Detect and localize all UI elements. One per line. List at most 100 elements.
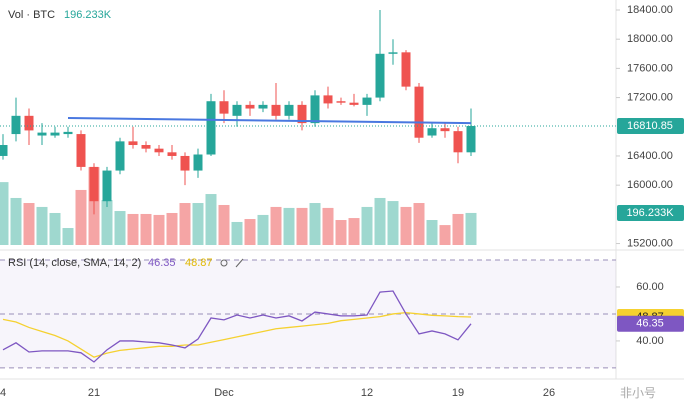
- volume-bar: [348, 218, 360, 245]
- volume-bar: [413, 203, 425, 245]
- volume-bar: [140, 213, 152, 245]
- volume-bar: [361, 206, 373, 245]
- candle-body: [63, 131, 73, 135]
- volume-bar: [283, 207, 295, 245]
- candle-body: [219, 101, 229, 114]
- y-tick-label: 16000.00: [627, 179, 673, 191]
- rsi-title: RSI (14, close, SMA, 14, 2): [8, 257, 141, 269]
- volume-bar: [166, 212, 178, 245]
- candle-body: [310, 95, 320, 124]
- rsi-line: [2, 290, 472, 363]
- volume-bar: [62, 228, 74, 245]
- volume-bar: [374, 197, 386, 245]
- candle-body: [232, 104, 242, 116]
- candle-body: [453, 131, 463, 153]
- volume-bar: [335, 220, 347, 245]
- volume-value: 196.233K: [64, 9, 112, 21]
- volume-bar: [244, 219, 256, 245]
- candle-body: [375, 53, 385, 98]
- x-tick-label: 19: [452, 387, 464, 399]
- x-tick-label: 21: [88, 387, 100, 399]
- volume-bar: [465, 212, 477, 245]
- volume-bar: [10, 197, 22, 245]
- x-tick-label: 4: [0, 387, 6, 399]
- volume-bar: [36, 206, 48, 245]
- candle-body: [388, 52, 398, 54]
- volume-bar: [75, 189, 87, 245]
- volume-bar: [153, 214, 165, 245]
- candle-body: [0, 145, 8, 156]
- y-tick-label: 17200.00: [627, 91, 673, 103]
- candle-body: [11, 115, 21, 135]
- candle-body: [414, 86, 424, 138]
- candle-body: [427, 128, 437, 136]
- eye-icon[interactable]: [220, 259, 228, 267]
- candle-body: [271, 104, 281, 116]
- volume-bar: [101, 200, 113, 245]
- volume-bar: [114, 211, 126, 245]
- volume-bar: [309, 203, 321, 245]
- candle-body: [76, 134, 86, 167]
- y-tick-label: 17600.00: [627, 62, 673, 74]
- volume-bar: [23, 203, 35, 245]
- volume-bar: [231, 221, 243, 245]
- candle-body: [193, 154, 203, 171]
- y-tick-label: 16400.00: [627, 150, 673, 162]
- volume-bar: [400, 206, 412, 245]
- volume-bar: [439, 225, 451, 245]
- volume-bar: [296, 207, 308, 245]
- candle-body: [284, 104, 294, 116]
- volume-bar: [452, 213, 464, 245]
- candle-body: [115, 141, 125, 171]
- candle-body: [37, 132, 47, 136]
- volume-bar: [426, 220, 438, 245]
- candle-body: [349, 102, 359, 105]
- candle-body: [323, 95, 333, 104]
- candle-body: [336, 101, 346, 103]
- volume-bar: [192, 203, 204, 245]
- volume-bar: [49, 212, 61, 245]
- pane-icons[interactable]: [220, 258, 244, 268]
- volume-bar: [218, 204, 230, 245]
- rsi-sma-value: 48.87: [185, 257, 213, 269]
- volume-bar: [270, 206, 282, 245]
- rsi-value: 46.35: [148, 257, 176, 269]
- candle-body: [154, 148, 164, 153]
- plot: [0, 9, 616, 369]
- hide-icon[interactable]: [235, 258, 244, 268]
- volume-bar: [0, 182, 9, 245]
- candle-body: [50, 132, 60, 136]
- candle-body: [362, 97, 372, 105]
- candle-body: [141, 145, 151, 149]
- candle-body: [466, 125, 476, 153]
- volume-bar: [257, 214, 269, 245]
- volume-bar: [179, 203, 191, 245]
- candle-body: [180, 155, 190, 171]
- candle-body: [24, 115, 34, 131]
- volume-bar: [322, 207, 334, 245]
- y-tick-label: 18400.00: [627, 4, 673, 16]
- trendline: [67, 117, 472, 125]
- candle-body: [245, 104, 255, 109]
- rsi-tick-label: 60.00: [636, 281, 664, 293]
- volume-label-box: [617, 204, 684, 221]
- volume-title: Vol · BTC: [8, 9, 55, 21]
- candle-body: [401, 52, 411, 87]
- rsi-label: 46.35: [636, 318, 664, 330]
- candle-body: [128, 141, 138, 146]
- rsi-label-box: [617, 315, 684, 332]
- x-tick-label: 26: [543, 387, 555, 399]
- x-tick-label: Dec: [214, 387, 234, 399]
- x-tick-label: 12: [361, 387, 373, 399]
- volume-bar: [205, 194, 217, 245]
- y-tick-label: 15200.00: [627, 237, 673, 249]
- candle-body: [89, 166, 99, 202]
- volume-bar: [127, 213, 139, 245]
- candle-body: [297, 104, 307, 124]
- watermark: 非小号: [620, 386, 656, 400]
- candle-body: [440, 128, 450, 132]
- volume-label: 196.233K: [626, 207, 674, 219]
- last-price-label-box: [617, 117, 684, 134]
